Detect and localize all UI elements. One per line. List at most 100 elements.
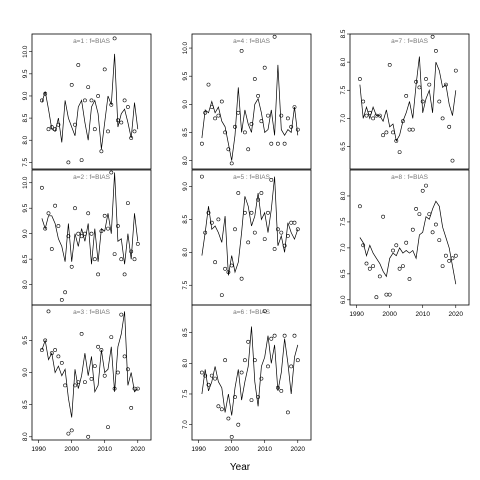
data-point [216,113,221,118]
series-line [201,326,299,416]
data-point [397,150,402,155]
y-tick-label: 8.0 [182,247,189,256]
y-tick-label: 7.5 [182,389,189,398]
data-point [135,241,140,246]
data-point [266,113,270,118]
data-point [219,407,224,412]
data-point [440,264,445,269]
data-point [79,158,84,163]
data-point [102,67,107,72]
data-point [239,276,244,281]
x-tick-label: 2000 [382,311,397,318]
data-point [427,212,432,217]
data-point [361,99,366,104]
data-point [233,395,237,399]
data-point [394,138,399,143]
data-point [96,344,101,349]
data-point [206,382,211,387]
data-point [266,210,270,215]
data-point [256,94,261,98]
y-tick-label: 9.5 [22,69,29,78]
data-point [447,258,452,263]
data-point [430,230,435,235]
data-point [43,91,48,96]
data-point [199,141,204,146]
data-point [40,185,44,190]
data-point [285,410,290,415]
data-point [56,122,61,127]
data-point [56,354,61,359]
panel-frame [191,33,312,170]
data-point [226,270,231,275]
data-point [417,212,422,217]
series-line [359,56,457,142]
data-point [236,110,241,115]
y-tick-label: 8.5 [22,113,29,122]
data-point [233,227,237,232]
data-point [262,65,267,70]
data-point [213,376,218,381]
y-tick-label: 10.0 [22,176,29,189]
panel-title: a=2 : f=BIAS [73,174,111,181]
data-point [295,227,300,232]
data-point [252,358,257,363]
y-tick-label: 8.0 [182,156,189,165]
data-point [410,127,415,132]
data-point [86,85,91,90]
data-point [384,292,389,297]
data-point [122,272,127,277]
y-tick-label: 7.0 [340,114,347,123]
data-point [262,309,267,314]
data-point [102,373,107,378]
data-point [226,416,231,421]
data-point [203,373,208,378]
data-point [219,99,224,104]
data-point [275,227,280,232]
data-point [119,312,124,317]
y-tick-label: 10.0 [182,41,189,54]
series-line [359,200,457,285]
data-point [86,211,91,216]
data-point [129,405,134,410]
data-point [79,331,84,336]
data-point [89,231,94,236]
data-point [357,77,362,81]
data-point [66,160,71,165]
data-point [242,358,247,363]
data-point [213,116,218,121]
data-point [450,158,455,163]
data-point [229,161,234,166]
data-point [285,233,290,238]
data-point [246,339,251,344]
data-point [99,149,104,154]
y-tick-label: 8.5 [22,254,29,263]
data-point [364,261,369,266]
data-point [46,309,51,314]
data-point [295,127,300,132]
panel-title: a=5 : f=BIAS [233,174,271,181]
data-point [381,214,386,219]
panel-title: a=4 : f=BIAS [233,38,271,45]
data-point [73,383,77,388]
panel-frame [31,304,152,441]
data-point [40,348,44,352]
data-point [259,119,264,124]
data-point [109,102,114,107]
y-tick-label: 8.0 [22,280,29,289]
data-point [427,82,432,87]
data-point [289,364,294,369]
data-point [106,129,110,134]
data-point [242,210,247,215]
y-tick-label: 9.5 [182,71,189,80]
series-line [41,53,139,150]
y-tick-label: 8.0 [182,358,189,367]
data-point [292,105,297,110]
y-tick-label: 7.5 [182,280,189,289]
data-point [83,98,87,103]
data-point [282,243,287,248]
data-point [262,237,267,242]
data-point [132,257,137,262]
data-point [236,191,241,195]
data-point [397,266,402,271]
data-point [43,226,48,231]
